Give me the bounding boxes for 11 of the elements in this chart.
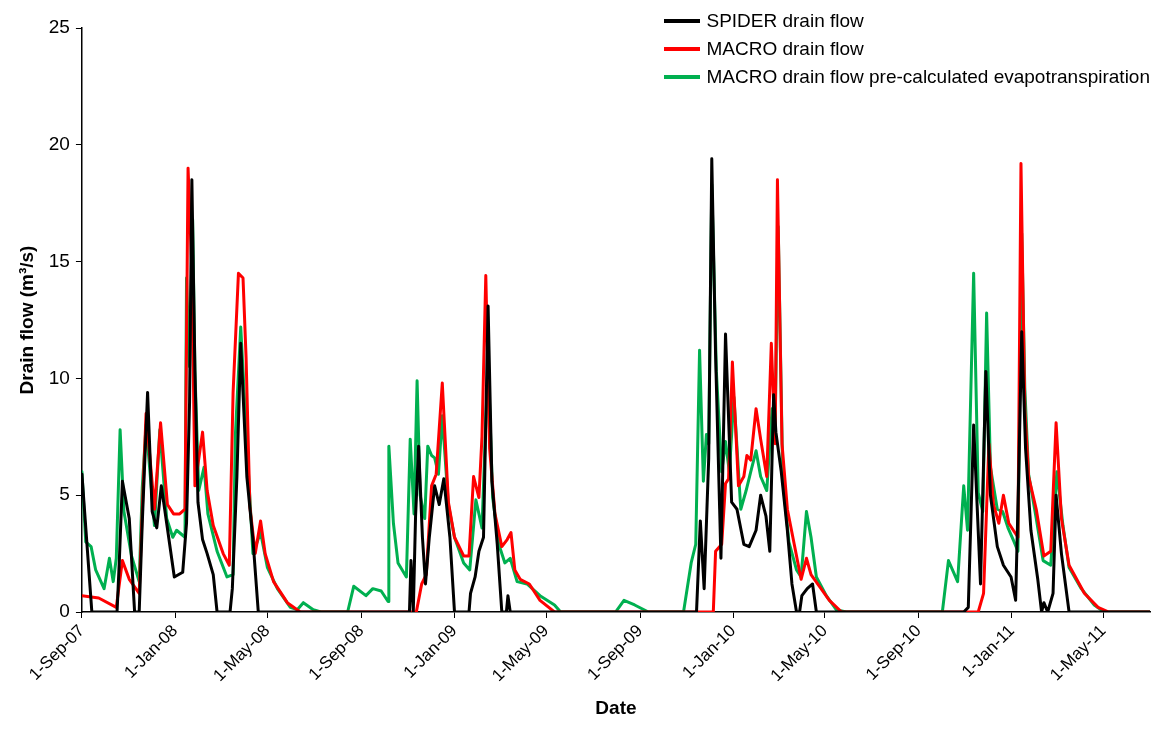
y-tick-label: 25 xyxy=(48,16,70,38)
y-tick-label: 20 xyxy=(48,133,70,155)
y-tick-label: 15 xyxy=(48,249,70,271)
legend-label: MACRO drain flow pre-calculated evapotranspiration xyxy=(706,66,1150,88)
y-tick-label: 10 xyxy=(48,366,70,388)
y-tick-label: 5 xyxy=(59,483,70,505)
y-tick-label: 0 xyxy=(59,600,70,622)
y-axis-title: Drain flow (m³/s) xyxy=(15,245,37,395)
legend-label: SPIDER drain flow xyxy=(706,10,864,32)
legend-label: MACRO drain flow xyxy=(706,38,864,60)
x-axis-title: Date xyxy=(595,696,637,718)
